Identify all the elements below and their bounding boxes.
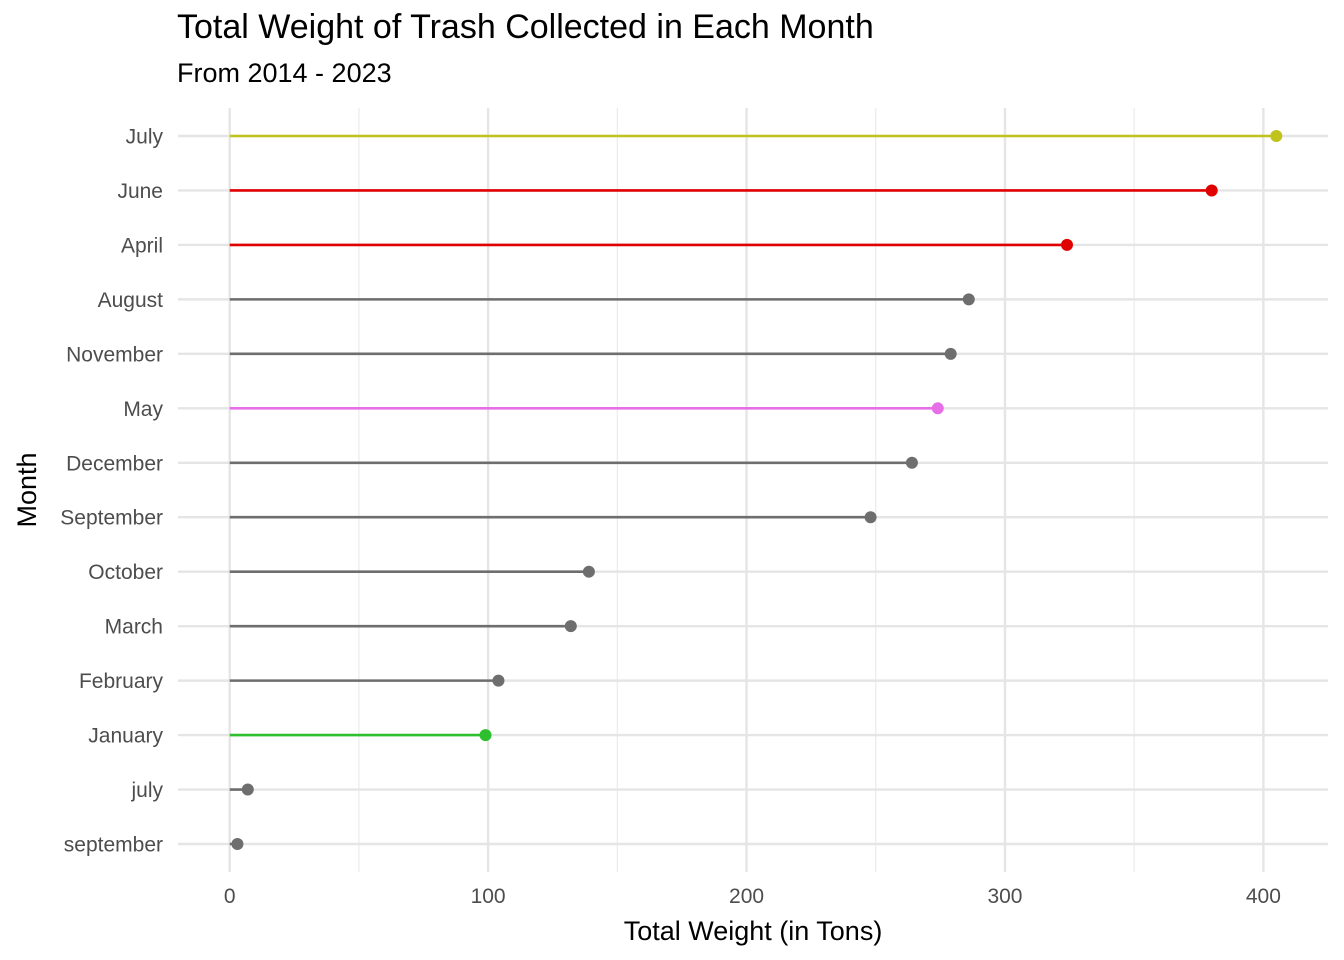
- y-tick-label: July: [126, 126, 164, 149]
- lollipop-point: [1205, 184, 1218, 197]
- lollipop-point: [864, 511, 877, 524]
- lollipop-point: [1060, 238, 1073, 251]
- y-tick-label: November: [66, 343, 163, 366]
- lollipop-point: [1270, 130, 1283, 142]
- x-tick-label: 100: [471, 885, 506, 908]
- x-tick-label: 0: [224, 885, 236, 908]
- y-tick-label: September: [60, 507, 163, 530]
- lollipop-point: [931, 402, 944, 415]
- x-tick-label: 400: [1246, 885, 1281, 908]
- y-tick-label: May: [123, 398, 163, 421]
- lollipop-point: [962, 293, 975, 306]
- lollipop-point: [905, 456, 918, 469]
- lollipop-point: [479, 729, 492, 742]
- y-tick-label: February: [79, 670, 164, 693]
- x-tick-label: 200: [729, 885, 764, 908]
- x-tick-label: 300: [987, 885, 1022, 908]
- y-tick-label: October: [88, 561, 163, 584]
- chart-title: Total Weight of Trash Collected in Each …: [177, 8, 874, 46]
- grid-lines: [178, 108, 1328, 872]
- y-tick-label: july: [130, 779, 163, 802]
- y-tick-label: January: [88, 725, 163, 748]
- y-tick-label: December: [66, 452, 163, 475]
- y-axis-title: Month: [12, 452, 42, 527]
- lollipop-point: [582, 565, 595, 578]
- y-tick-label: April: [121, 234, 163, 257]
- lollipop-point: [944, 347, 957, 360]
- lollipop-point: [564, 620, 577, 633]
- y-tick-label: June: [117, 180, 163, 203]
- chart-subtitle: From 2014 - 2023: [177, 58, 392, 88]
- x-axis-title: Total Weight (in Tons): [624, 916, 883, 946]
- y-tick-label: March: [105, 616, 163, 639]
- lollipop-point: [241, 783, 254, 796]
- y-tick-label: september: [64, 834, 163, 857]
- lollipop-point: [492, 674, 505, 687]
- lollipop-point: [231, 838, 244, 850]
- tick-labels: 0 100 200 300 400 July June April August November…: [60, 126, 1281, 909]
- data-marks: [229, 130, 1283, 850]
- y-tick-label: August: [98, 289, 164, 312]
